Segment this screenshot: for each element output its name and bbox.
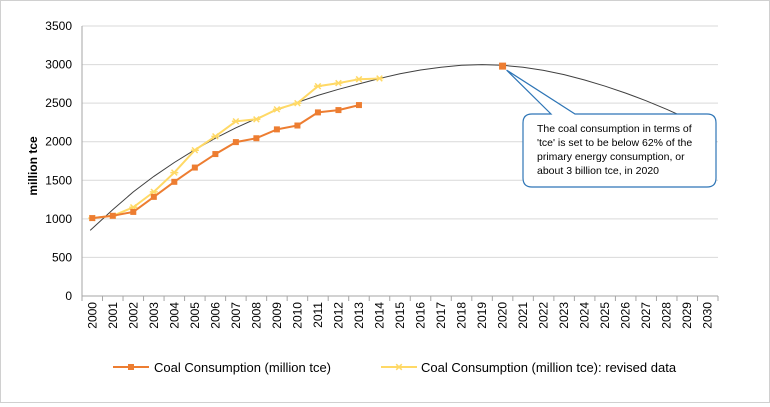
coal-consumption-point xyxy=(109,212,116,219)
coal-consumption-point xyxy=(150,193,157,200)
coal-consumption-point xyxy=(89,215,96,222)
callout-text-line: 'tce' is set to be below 62% of the xyxy=(537,137,692,149)
axes xyxy=(81,26,719,301)
revised-data-point xyxy=(211,132,220,140)
series-coal-consumption-line xyxy=(92,104,360,220)
legend-label-coal-consumption: Coal Consumption (million tce) xyxy=(154,360,331,375)
target-2020-point xyxy=(499,62,507,70)
x-tick-label: 2019 xyxy=(475,302,489,329)
coal-consumption-point xyxy=(335,107,342,114)
x-tick-label: 2028 xyxy=(660,302,674,329)
x-tick-label: 2005 xyxy=(188,302,202,329)
revised-data-point xyxy=(252,116,261,123)
coal-consumption-point xyxy=(294,122,301,129)
legend-marker-revised-data xyxy=(395,363,403,371)
x-tick-label: 2023 xyxy=(557,302,571,329)
y-tick-label: 1500 xyxy=(45,173,72,187)
revised-data-point xyxy=(149,188,158,196)
y-tick-label: 2500 xyxy=(45,96,72,110)
revised-data-point xyxy=(334,79,343,87)
y-tick-label: 3000 xyxy=(45,58,72,72)
series-revised-data-line xyxy=(92,77,380,220)
x-tick-label: 2026 xyxy=(619,302,633,329)
y-tick-label: 0 xyxy=(65,289,72,303)
y-tick-label: 3500 xyxy=(45,19,72,33)
x-tick-label: 2006 xyxy=(208,302,222,329)
legend-label-revised-data: Coal Consumption (million tce): revised … xyxy=(421,360,677,375)
x-tick-label: 2018 xyxy=(455,302,469,329)
x-tick-label: 2022 xyxy=(537,302,551,329)
x-tick-label: 2017 xyxy=(434,302,448,329)
revised-data-point xyxy=(293,99,302,107)
y-tick-label: 2000 xyxy=(45,135,72,149)
coal-consumption-point xyxy=(171,178,178,185)
x-tick-label: 2008 xyxy=(249,302,263,329)
y-tick-labels: 0 500 1000 1500 2000 2500 3000 3500 xyxy=(45,19,72,303)
y-tick-label: 1000 xyxy=(45,212,72,226)
coal-consumption-point xyxy=(212,151,219,158)
legend-marker-coal-consumption xyxy=(128,364,134,370)
coal-consumption-point xyxy=(355,102,362,109)
x-tick-label: 2029 xyxy=(680,302,694,329)
x-tick-label: 2004 xyxy=(167,302,181,329)
coal-consumption-point xyxy=(273,126,280,133)
revised-data-point xyxy=(354,75,363,83)
coal-consumption-point xyxy=(130,208,137,215)
gridlines xyxy=(82,25,718,258)
plot-area xyxy=(88,62,708,231)
x-tick-labels: 2000 2001 2002 2003 2004 2005 2006 2007 2008 2009… xyxy=(85,302,714,329)
x-tick-label: 2021 xyxy=(516,302,530,329)
legend: Coal Consumption (million tce) Coal Consu… xyxy=(113,360,677,375)
x-tick-label: 2025 xyxy=(598,302,612,329)
x-tick-label: 2030 xyxy=(701,302,715,329)
x-tick-label: 2015 xyxy=(393,302,407,329)
callout-text-line: primary energy consumption, or xyxy=(537,151,685,163)
x-tick-label: 2016 xyxy=(414,302,428,329)
callout-text-line: The coal consumption in terms of xyxy=(537,123,692,135)
callout-box xyxy=(506,69,717,188)
y-tick-label: 500 xyxy=(52,250,72,264)
revised-data-point xyxy=(313,82,322,90)
revised-data-point xyxy=(190,146,199,154)
x-tick-label: 2009 xyxy=(270,302,284,329)
coal-consumption-point xyxy=(314,109,321,116)
x-tick-label: 2002 xyxy=(126,302,140,329)
coal-consumption-point xyxy=(253,135,260,142)
revised-data-point xyxy=(170,169,179,176)
x-tick-label: 2001 xyxy=(106,302,120,329)
y-axis-label: million tce xyxy=(26,136,40,196)
x-tick-label: 2014 xyxy=(372,302,386,329)
revised-data-point xyxy=(231,117,240,125)
x-tick-label: 2012 xyxy=(331,302,345,329)
x-tick-label: 2013 xyxy=(352,302,366,329)
callout-text-line: about 3 billion tce, in 2020 xyxy=(537,165,659,177)
x-tick-label: 2010 xyxy=(290,302,304,329)
coal-consumption-point xyxy=(191,164,198,171)
x-tick-label: 2003 xyxy=(147,302,161,329)
x-tick-label: 2011 xyxy=(311,302,325,328)
x-tick-label: 2000 xyxy=(85,302,99,329)
revised-data-point xyxy=(375,75,384,82)
x-tick-label: 2024 xyxy=(578,302,592,329)
coal-consumption-point xyxy=(232,139,239,146)
revised-data-point xyxy=(272,105,281,113)
x-tick-label: 2007 xyxy=(229,302,243,329)
x-tick-label: 2020 xyxy=(496,302,510,329)
annotation-callout: The coal consumption in terms of 'tce' is… xyxy=(506,69,717,188)
x-tick-label: 2027 xyxy=(639,302,653,329)
